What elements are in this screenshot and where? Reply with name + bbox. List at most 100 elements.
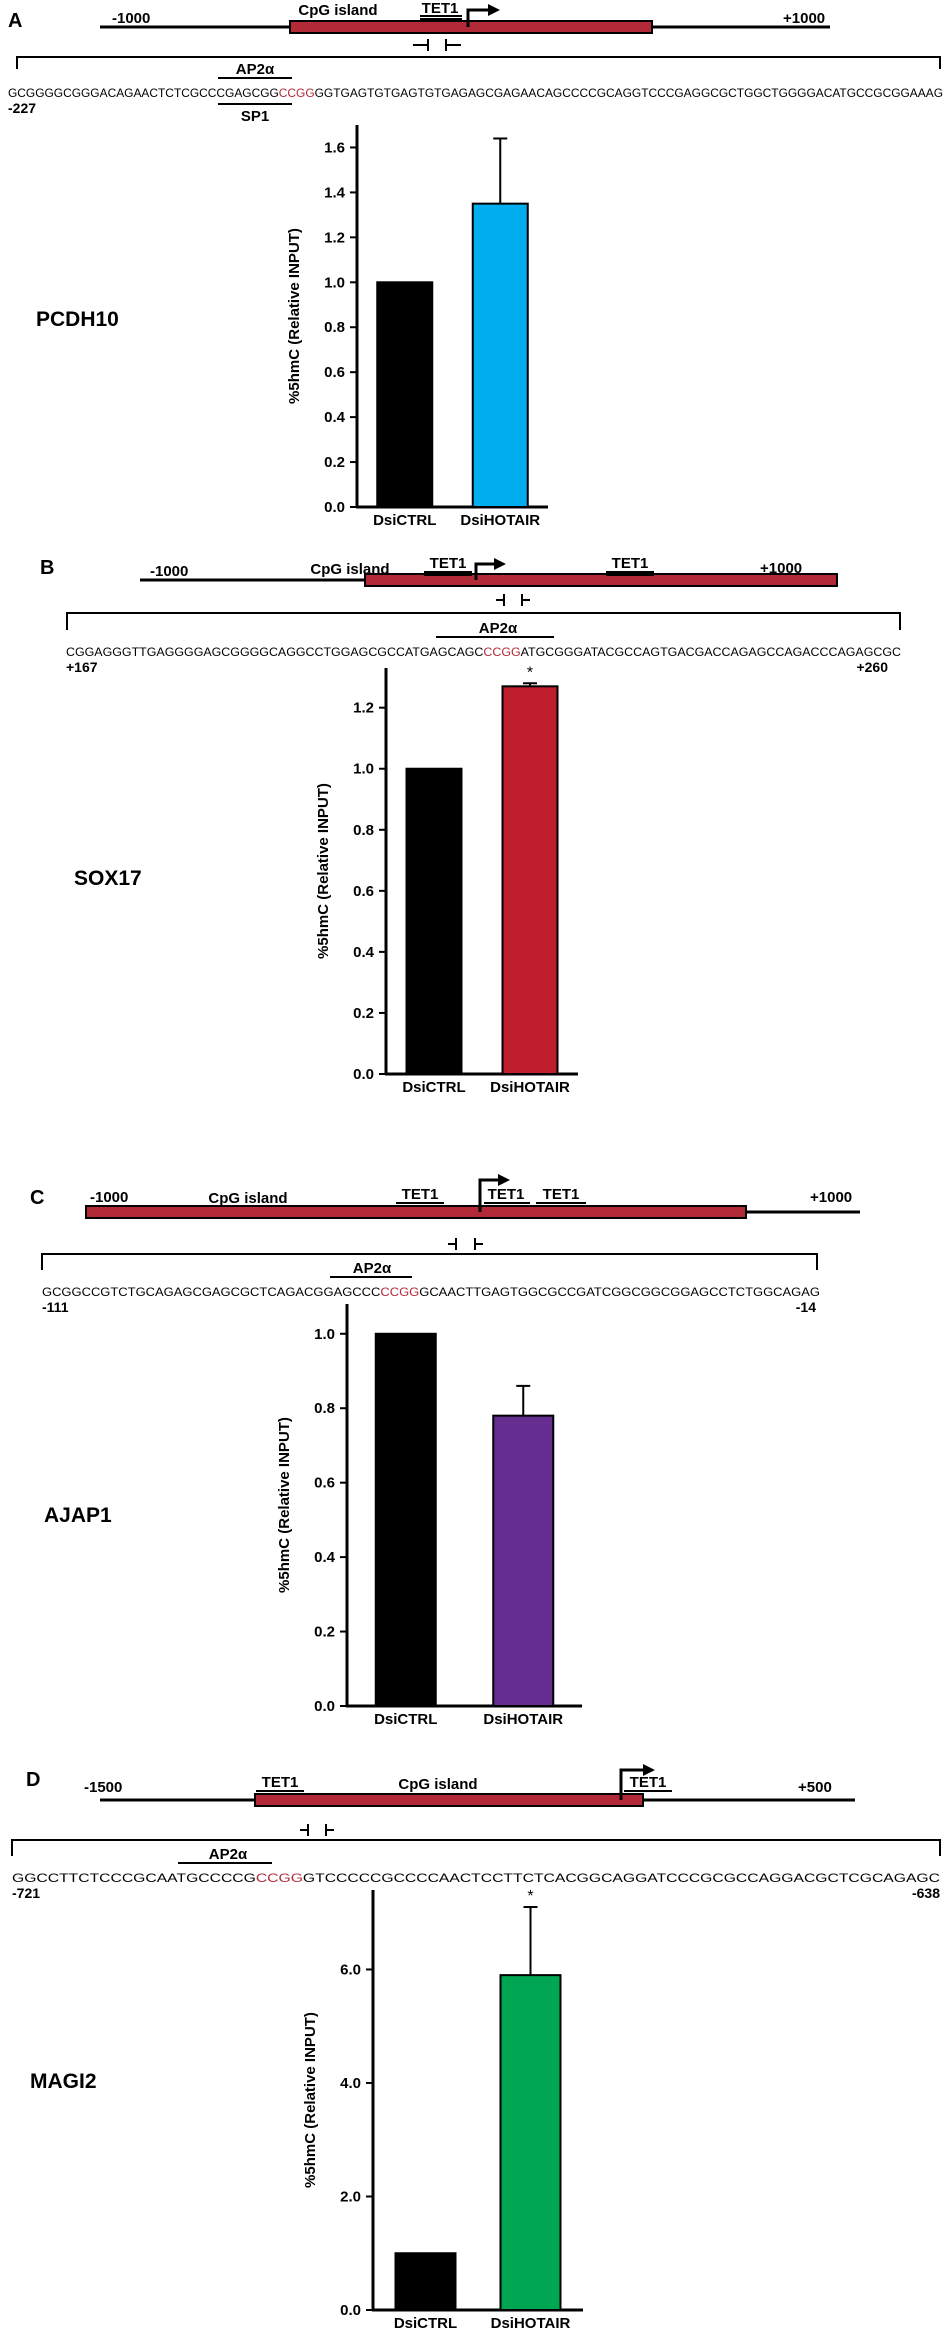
cpg-island-label: CpG island bbox=[398, 1776, 477, 1793]
zoom-bracket bbox=[448, 1238, 483, 1250]
sequence-start-coordinate: -721 bbox=[12, 1885, 40, 1901]
sequence-bracket bbox=[11, 1839, 941, 1856]
tss-arrow bbox=[619, 1768, 645, 1800]
tss-arrow bbox=[466, 8, 490, 27]
bar-dsihotair bbox=[471, 202, 529, 508]
x-category-label: DsiCTRL bbox=[402, 1079, 465, 1096]
y-tick-label: 0.8 bbox=[314, 1400, 335, 1417]
zoom-bracket bbox=[300, 1824, 334, 1836]
gene-name: SOX17 bbox=[74, 867, 142, 890]
left-coordinate: -1000 bbox=[150, 563, 188, 580]
right-coordinate: +1000 bbox=[810, 1189, 852, 1206]
motif-label: SP1 bbox=[241, 108, 269, 125]
dna-sequence: GCGGGGCGGGACAGAACTCTCGCCCGAGCGG CCGGGGTGA… bbox=[8, 88, 943, 100]
gene-name: MAGI2 bbox=[30, 2070, 97, 2093]
panel-letter: D bbox=[26, 1769, 40, 1791]
y-tick-label: 0.6 bbox=[324, 364, 345, 381]
bar-chart-magi2: 0.0 2.0 4.0 6.0 %5hmC (Relative INPUT) DsiCTR… bbox=[302, 1888, 583, 2332]
dna-sequence: GGCCTTCTCCCGCAATGCCCCG CCGG GTCCCCCGCCCCAA… bbox=[12, 1873, 940, 1885]
sequence-start-coordinate: +167 bbox=[66, 659, 98, 675]
bar-dsihotair bbox=[501, 685, 559, 1075]
tet1-label: TET1 bbox=[543, 1186, 580, 1203]
y-tick-label: 0.0 bbox=[324, 499, 345, 516]
x-category-label: DsiCTRL bbox=[374, 1711, 437, 1728]
cpg-island-label: CpG island bbox=[310, 561, 389, 578]
right-coordinate: +500 bbox=[798, 1779, 832, 1796]
y-axis-label: %5hmC (Relative INPUT) bbox=[315, 783, 332, 959]
tet1-label: TET1 bbox=[430, 555, 467, 572]
tet1-label: TET1 bbox=[422, 0, 459, 17]
y-tick-label: 0.2 bbox=[324, 454, 345, 471]
tet1-label: TET1 bbox=[402, 1186, 439, 1203]
bar-dsictrl bbox=[394, 2252, 457, 2311]
x-category-label: DsiHOTAIR bbox=[483, 1711, 563, 1728]
panel-a: A -1000 +1000 CpG island TET1 AP2α SP1 G… bbox=[8, 0, 943, 529]
cpg-island-bar bbox=[364, 573, 838, 587]
motif-label: AP2α bbox=[236, 61, 275, 78]
y-tick-label: 0.4 bbox=[314, 1549, 336, 1566]
sequence-start-coordinate: -111 bbox=[42, 1299, 69, 1315]
x-category-label: DsiCTRL bbox=[394, 2315, 457, 2332]
tss-arrow bbox=[474, 562, 496, 580]
y-tick-label: 0.0 bbox=[340, 2302, 361, 2319]
y-tick-label: 6.0 bbox=[340, 1961, 361, 1978]
motif-label: AP2α bbox=[353, 1260, 392, 1277]
tet1-label: TET1 bbox=[630, 1774, 667, 1791]
gene-name: PCDH10 bbox=[36, 308, 119, 331]
cpg-island-label: CpG island bbox=[208, 1190, 287, 1207]
cpg-island-bar bbox=[85, 1205, 747, 1219]
bar-dsictrl bbox=[374, 1332, 437, 1708]
y-tick-label: 1.0 bbox=[324, 274, 345, 291]
tet1-label: TET1 bbox=[488, 1186, 525, 1203]
bar-dsihotair bbox=[499, 1974, 562, 2311]
significance-mark: * bbox=[527, 664, 533, 681]
cpg-island-bar bbox=[254, 1793, 644, 1807]
sequence-start-coordinate: -227 bbox=[8, 100, 36, 116]
left-coordinate: -1000 bbox=[90, 1189, 128, 1206]
dna-sequence: CGGAGGGTTGAGGGGAGCGGGGCAGGCCTGGAGCGCCATG… bbox=[66, 647, 901, 659]
cpg-island-label: CpG island bbox=[298, 2, 377, 19]
panel-b: B -1000 +1000 CpG island TET1 TET1 AP2α … bbox=[40, 555, 901, 1096]
sequence-bracket bbox=[16, 56, 941, 69]
panel-letter: B bbox=[40, 557, 54, 579]
sequence-bracket bbox=[41, 1253, 818, 1270]
bar-chart-sox17: 0.0 0.2 0.4 0.6 0.8 1.0 1.2 %5hmC (Relative INP… bbox=[315, 664, 578, 1096]
bar-dsictrl bbox=[405, 767, 463, 1075]
bar-dsictrl bbox=[376, 281, 434, 509]
bar-chart-pcdh10: 0.0 0.2 0.4 0.6 0.8 1.0 1.2 1.4 1.6 %5hmC (Relati… bbox=[286, 125, 548, 529]
y-tick-label: 2.0 bbox=[340, 2188, 361, 2205]
sequence-end-coordinate: -14 bbox=[796, 1299, 816, 1315]
zoom-bracket bbox=[496, 594, 530, 606]
tss-arrowhead bbox=[494, 558, 506, 570]
y-tick-label: 0.8 bbox=[353, 822, 374, 839]
tss-arrowhead bbox=[488, 4, 500, 16]
tet1-label: TET1 bbox=[262, 1774, 299, 1791]
x-category-label: DsiHOTAIR bbox=[491, 2315, 571, 2332]
significance-mark: * bbox=[527, 1888, 533, 1905]
y-tick-label: 0.0 bbox=[353, 1066, 374, 1083]
bar-chart-ajap1: 0.0 0.2 0.4 0.6 0.8 1.0 %5hmC (Relative INPUT)… bbox=[276, 1304, 582, 1728]
y-tick-label: 0.4 bbox=[324, 409, 346, 426]
y-tick-label: 0.2 bbox=[314, 1624, 335, 1641]
panel-letter: A bbox=[8, 10, 22, 32]
panel-c: C -1000 +1000 CpG island TET1 TET1 TET1 … bbox=[30, 1174, 860, 1728]
y-tick-label: 0.4 bbox=[353, 944, 375, 961]
cpg-island-bar bbox=[289, 20, 653, 34]
panel-d: D -1500 +500 CpG island TET1 TET1 AP2α G… bbox=[11, 1764, 941, 2332]
y-axis-label: %5hmC (Relative INPUT) bbox=[276, 1417, 293, 1593]
motif-label: AP2α bbox=[479, 620, 518, 637]
sequence-end-coordinate: +260 bbox=[856, 659, 888, 675]
right-coordinate: +1000 bbox=[783, 10, 825, 27]
x-category-label: DsiHOTAIR bbox=[490, 1079, 570, 1096]
motif-label: AP2α bbox=[209, 1846, 248, 1863]
gene-name: AJAP1 bbox=[44, 1504, 112, 1527]
left-coordinate: -1000 bbox=[112, 10, 150, 27]
y-tick-label: 1.6 bbox=[324, 139, 345, 156]
y-axis-label: %5hmC (Relative INPUT) bbox=[286, 228, 303, 404]
y-tick-label: 1.0 bbox=[314, 1326, 335, 1343]
sequence-end-coordinate: -638 bbox=[912, 1885, 940, 1901]
x-category-label: DsiHOTAIR bbox=[460, 512, 540, 529]
zoom-bracket bbox=[413, 39, 461, 51]
y-tick-label: 0.2 bbox=[353, 1005, 374, 1022]
